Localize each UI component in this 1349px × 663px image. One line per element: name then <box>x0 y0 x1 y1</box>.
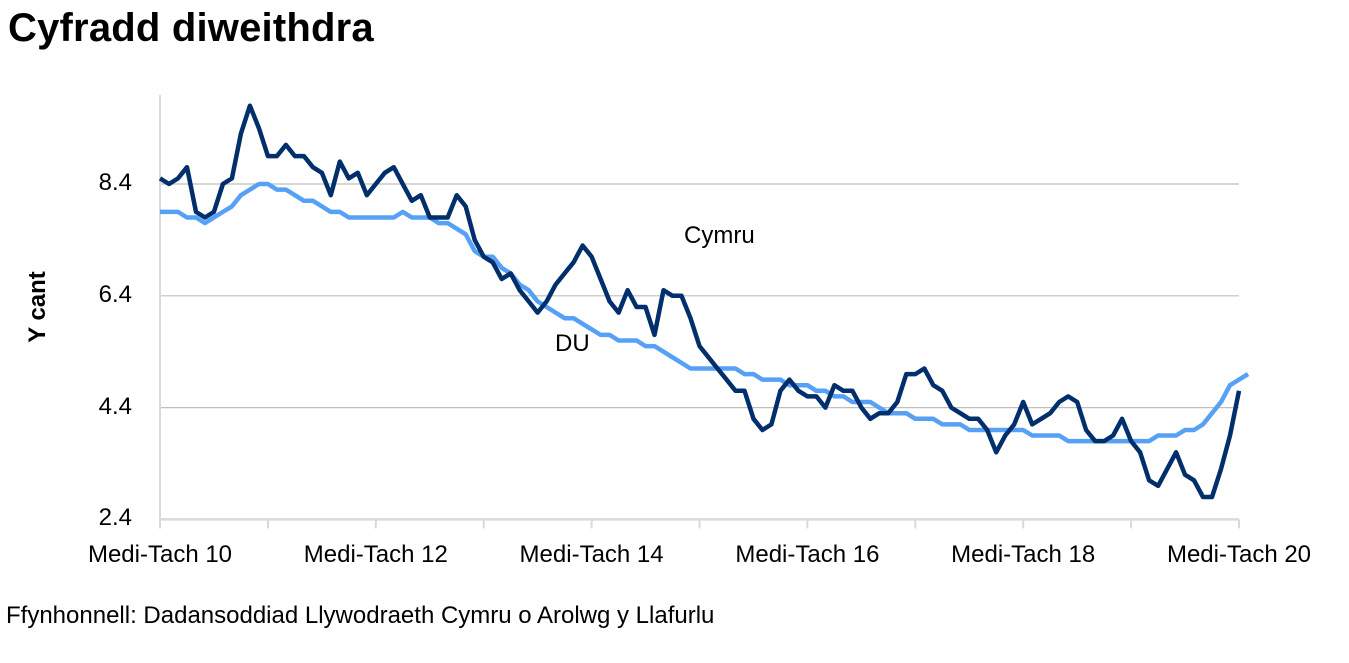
x-tick-label: Medi-Tach 20 <box>1166 541 1312 568</box>
x-tick-label: Medi-Tach 10 <box>87 541 233 568</box>
y-tick-label: 8.4 <box>98 169 132 196</box>
annotation-du: DU <box>555 330 590 357</box>
series-line-cymru <box>158 103 1242 500</box>
x-tick-label: Medi-Tach 14 <box>519 541 664 568</box>
annotation-cymru: Cymru <box>684 222 755 249</box>
series-line-du <box>160 181 1250 444</box>
y-tick-label: 6.4 <box>98 280 132 308</box>
y-tick-label: 2.4 <box>98 504 132 532</box>
x-tick-label: Medi-Tach 12 <box>303 541 448 568</box>
x-tick-label: Medi-Tach 18 <box>951 541 1096 568</box>
x-tick-label: Medi-Tach 16 <box>735 541 880 568</box>
y-tick-label: 4.4 <box>98 392 132 420</box>
source-note: Ffynhonnell: Dadansoddiad Llywodraeth Cy… <box>6 602 715 629</box>
chart-title: Cyfradd diweithdra <box>8 6 374 50</box>
